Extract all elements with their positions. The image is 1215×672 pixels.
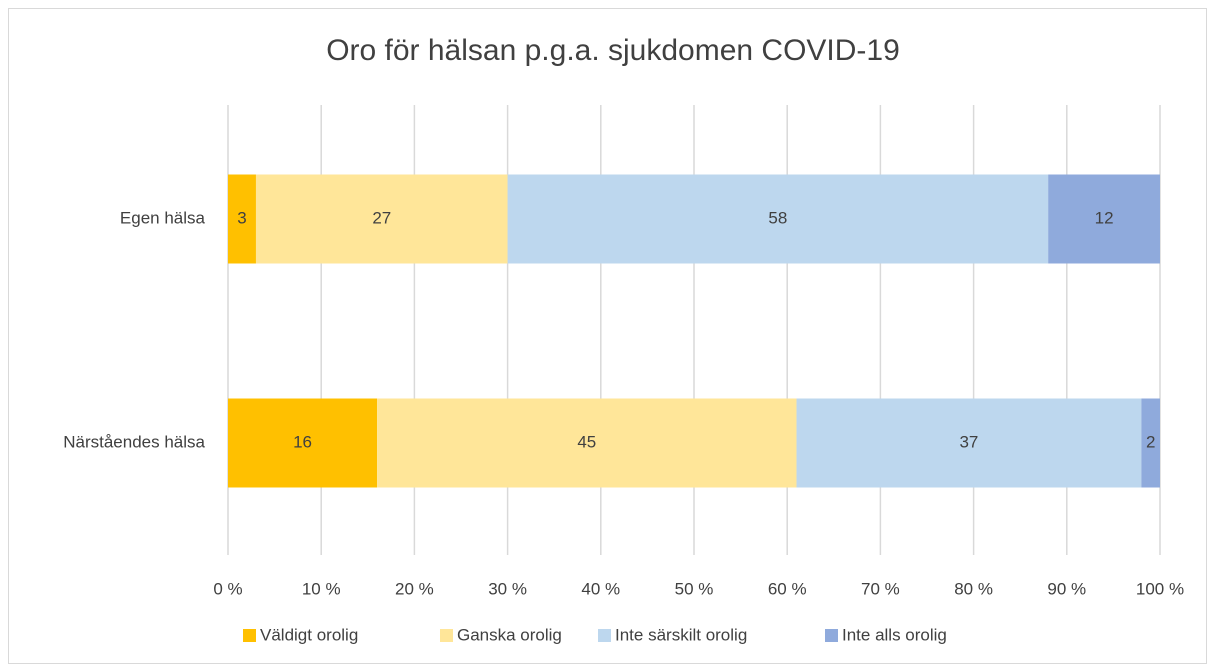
bar-segment <box>1141 398 1160 488</box>
y-tick-label: Närståendes hälsa <box>63 432 205 451</box>
x-tick-label: 100 % <box>1136 579 1184 598</box>
y-tick-label: Egen hälsa <box>120 208 206 227</box>
x-tick-label: 30 % <box>488 579 527 598</box>
chart-title: Oro för hälsan p.g.a. sjukdomen COVID-19 <box>326 34 900 67</box>
data-label: 45 <box>577 432 596 451</box>
bar-segment <box>228 174 256 264</box>
bar-segment <box>1048 174 1160 264</box>
x-tick-label: 90 % <box>1047 579 1086 598</box>
legend-swatch <box>825 629 838 642</box>
legend-swatch <box>598 629 611 642</box>
legend-label: Inte alls orolig <box>842 625 947 644</box>
x-tick-label: 40 % <box>581 579 620 598</box>
x-tick-label: 0 % <box>213 579 242 598</box>
data-label: 16 <box>293 432 312 451</box>
chart-border <box>8 8 1207 664</box>
x-tick-label: 10 % <box>302 579 341 598</box>
data-label: 3 <box>237 208 246 227</box>
bar-segment <box>507 174 1049 264</box>
bar-segment <box>255 174 508 264</box>
legend-label: Inte särskilt orolig <box>615 625 747 644</box>
x-tick-label: 70 % <box>861 579 900 598</box>
legend-label: Väldigt orolig <box>260 625 358 644</box>
data-label: 12 <box>1095 208 1114 227</box>
x-tick-label: 20 % <box>395 579 434 598</box>
x-tick-label: 60 % <box>768 579 807 598</box>
data-label: 37 <box>959 432 978 451</box>
data-label: 58 <box>768 208 787 227</box>
legend-swatch <box>440 629 453 642</box>
x-tick-label: 80 % <box>954 579 993 598</box>
data-label: 2 <box>1146 432 1155 451</box>
bar-segment <box>796 398 1142 488</box>
bar-segment <box>228 398 378 488</box>
legend-swatch <box>243 629 256 642</box>
bar-segment <box>377 398 797 488</box>
data-label: 27 <box>372 208 391 227</box>
x-tick-label: 50 % <box>675 579 714 598</box>
legend-label: Ganska orolig <box>457 625 562 644</box>
